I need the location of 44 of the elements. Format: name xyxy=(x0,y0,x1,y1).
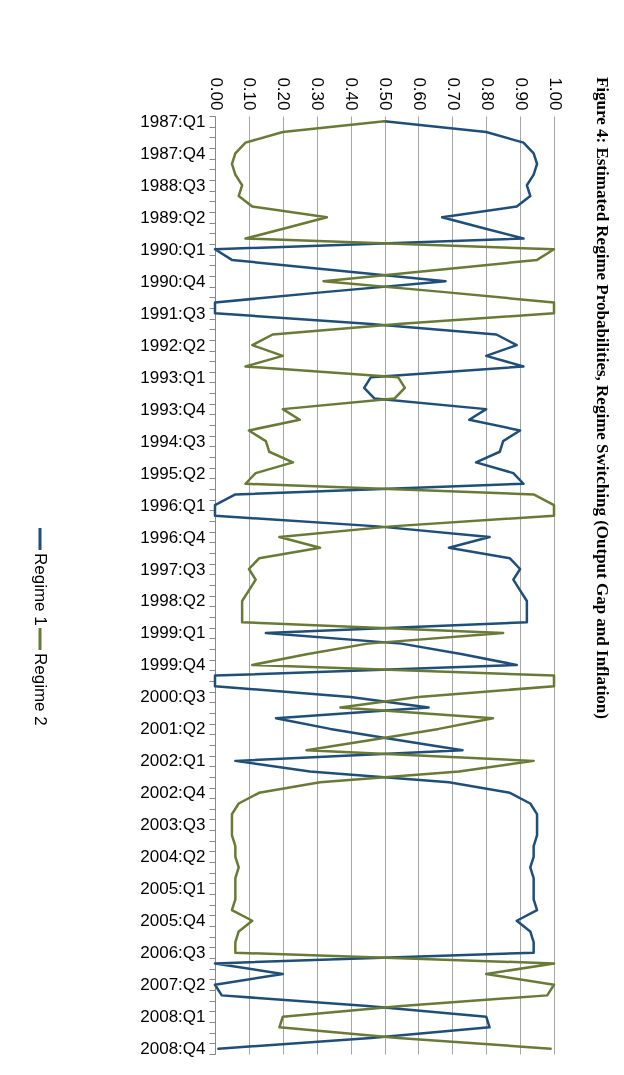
y-tick-label: 1998:Q2 xyxy=(140,591,206,611)
y-tick-label: 2004:Q2 xyxy=(140,847,206,867)
x-tick-label: 0.30 xyxy=(308,77,328,111)
y-tick-label: 2006:Q3 xyxy=(140,943,206,963)
y-tick-label: 1992:Q2 xyxy=(140,335,206,355)
y-tick-label: 2008:Q1 xyxy=(140,1007,206,1027)
y-tick-label: 1991:Q3 xyxy=(140,303,206,323)
y-tick-label: 2005:Q4 xyxy=(140,911,206,931)
y-tick-label: 2008:Q4 xyxy=(140,1039,206,1059)
x-tick-label: 0.70 xyxy=(443,77,463,111)
y-tick-label: 1993:Q1 xyxy=(140,367,206,387)
y-tick-label: 2007:Q2 xyxy=(140,975,206,995)
y-tick-label: 1990:Q1 xyxy=(140,239,206,259)
y-tick-label: 1999:Q4 xyxy=(140,655,206,675)
y-tick-label: 2000:Q3 xyxy=(140,687,206,707)
x-tick-label: 0.20 xyxy=(274,77,294,111)
x-tick-label: 0.80 xyxy=(477,77,497,111)
y-tick-label: 1997:Q3 xyxy=(140,559,206,579)
y-tick-label: 2002:Q1 xyxy=(140,751,206,771)
y-tick-label: 2002:Q4 xyxy=(140,783,206,803)
x-tick-label: 0.60 xyxy=(409,77,429,111)
x-tick-label: 1.00 xyxy=(545,77,565,111)
y-tick-label: 2001:Q2 xyxy=(140,719,206,739)
text: Figure 4: Estimated Regime Probabilities, Regime Switching (Output Gap and Inflation) xyxy=(593,76,612,719)
x-tick-label: 0.90 xyxy=(511,77,531,111)
y-tick-label: 1996:Q1 xyxy=(140,495,206,515)
y-tick-label: 1987:Q4 xyxy=(140,143,206,163)
x-tick-label: 0.10 xyxy=(240,77,260,111)
y-tick-label: 1988:Q3 xyxy=(140,175,206,195)
legend-label: Regime 1 xyxy=(31,553,50,626)
y-tick-label: 1994:Q3 xyxy=(140,431,206,451)
x-tick-label: 0.40 xyxy=(342,77,362,111)
y-tick-label: 1990:Q4 xyxy=(140,271,206,291)
y-tick-label: 1993:Q4 xyxy=(140,399,206,419)
x-tick-label: 0.00 xyxy=(206,77,226,111)
y-tick-label: 2005:Q1 xyxy=(140,879,206,899)
y-tick-label: 1989:Q2 xyxy=(140,207,206,227)
legend-label: Regime 2 xyxy=(31,653,50,726)
y-tick-label: 2003:Q3 xyxy=(140,815,206,835)
y-tick-label: 1999:Q1 xyxy=(140,623,206,643)
y-tick-label: 1987:Q1 xyxy=(140,111,206,131)
y-tick-label: 1995:Q2 xyxy=(140,463,206,483)
x-tick-label: 0.50 xyxy=(376,77,395,111)
y-tick-label: 1996:Q4 xyxy=(140,527,206,547)
